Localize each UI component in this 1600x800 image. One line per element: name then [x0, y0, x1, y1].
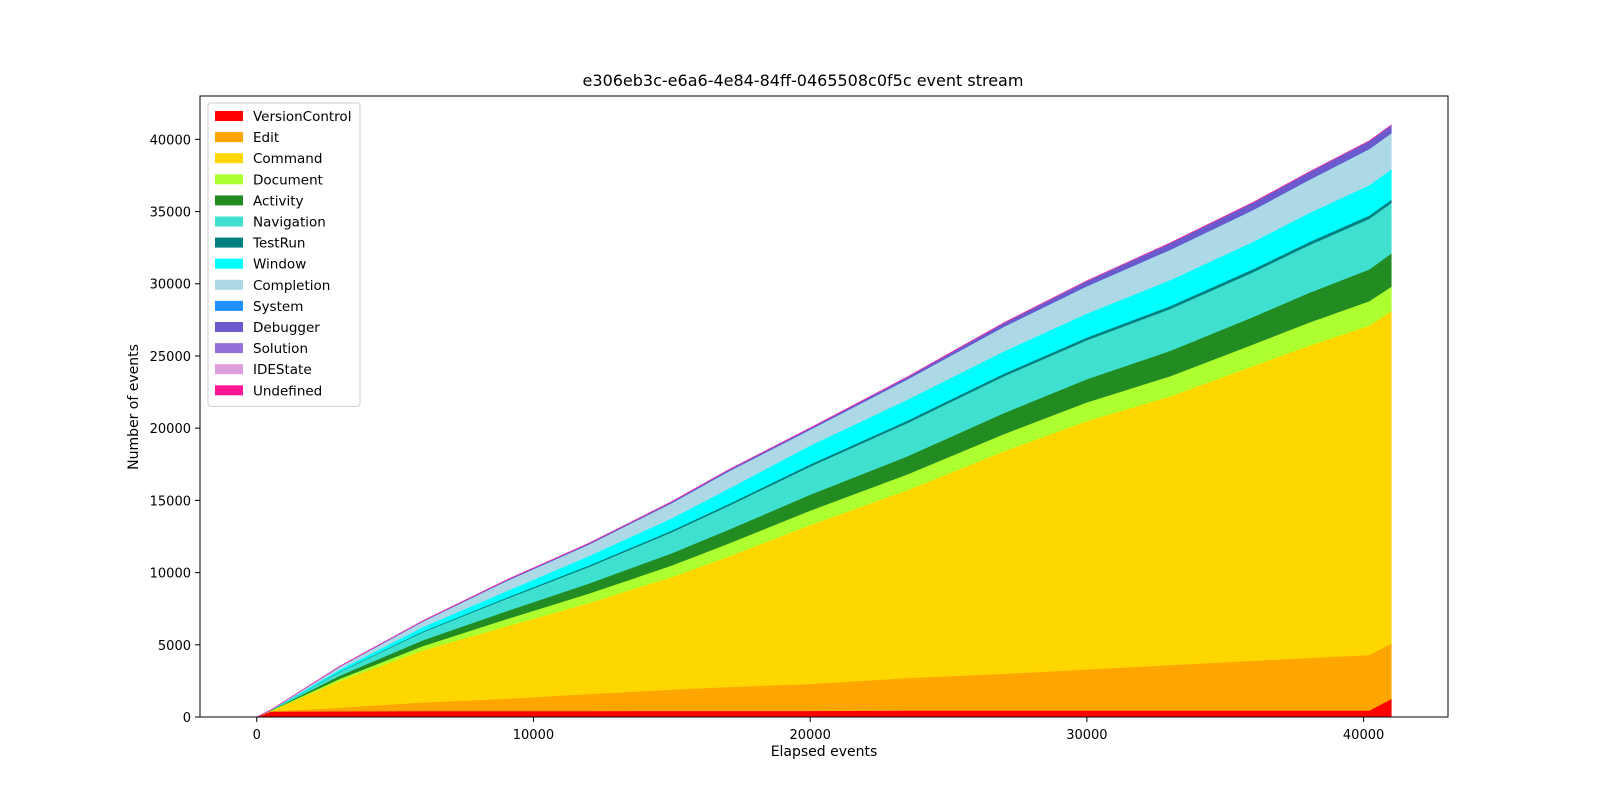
- legend-swatch-5: [215, 216, 243, 227]
- x-tick-label-0: 0: [253, 728, 261, 743]
- legend-swatch-13: [215, 385, 243, 396]
- y-tick-label-0: 0: [183, 711, 191, 726]
- legend-swatch-6: [215, 237, 243, 248]
- y-tick-label-1: 5000: [158, 639, 191, 654]
- legend-label-5: Navigation: [253, 215, 326, 231]
- legend-frame: [207, 102, 361, 407]
- legend-swatch-11: [215, 343, 243, 354]
- x-tick-label-2: 20000: [789, 728, 830, 743]
- y-axis-label: Number of events: [126, 344, 142, 470]
- y-tick-label-8: 40000: [150, 133, 191, 148]
- legend-swatch-4: [215, 195, 243, 206]
- x-axis: 0 10000 20000 30000 40000: [253, 717, 1384, 743]
- area-series-13: [256, 124, 1392, 718]
- legend-swatch-3: [215, 174, 243, 185]
- legend-label-8: Completion: [253, 278, 330, 294]
- legend-swatch-8: [215, 279, 243, 290]
- legend-label-6: TestRun: [252, 236, 305, 252]
- legend-swatch-12: [215, 364, 243, 375]
- y-axis: 0 5000 10000 15000 20000 25000 30000 35000 40000: [150, 133, 200, 726]
- legend: VersionControl Edit Command Document Activit…: [207, 102, 361, 407]
- legend-swatch-7: [215, 258, 243, 269]
- y-tick-label-7: 35000: [150, 206, 191, 221]
- legend-swatch-1: [215, 132, 243, 143]
- legend-swatch-10: [215, 322, 243, 332]
- legend-label-7: Window: [253, 257, 306, 273]
- x-tick-label-3: 30000: [1066, 728, 1107, 743]
- y-tick-label-2: 10000: [150, 567, 191, 582]
- plot-frame: [199, 95, 1449, 718]
- legend-label-4: Activity: [253, 193, 304, 209]
- x-axis-label: Elapsed events: [771, 744, 878, 760]
- legend-label-10: Debugger: [253, 320, 320, 336]
- legend-label-3: Document: [253, 172, 323, 188]
- legend-label-11: Solution: [253, 341, 308, 357]
- area-layers: [256, 124, 1392, 718]
- chart-title: e306eb3c-e6a6-4e84-84ff-0465508c0f5c eve…: [583, 71, 1024, 90]
- legend-swatch-0: [215, 111, 243, 121]
- legend-swatch-9: [215, 300, 243, 311]
- x-tick-label-4: 40000: [1343, 728, 1384, 743]
- legend-swatch-2: [215, 153, 243, 164]
- y-tick-label-3: 15000: [150, 494, 191, 509]
- legend-label-1: Edit: [253, 130, 279, 146]
- y-tick-label-4: 20000: [150, 422, 191, 437]
- legend-label-9: System: [253, 299, 303, 315]
- legend-label-12: IDEState: [253, 362, 312, 378]
- legend-label-2: Command: [253, 151, 322, 167]
- legend-label-13: Undefined: [253, 383, 322, 399]
- legend-label-0: VersionControl: [253, 109, 351, 125]
- x-tick-label-1: 10000: [513, 728, 554, 743]
- y-tick-label-5: 25000: [150, 350, 191, 365]
- y-tick-label-6: 30000: [150, 278, 191, 293]
